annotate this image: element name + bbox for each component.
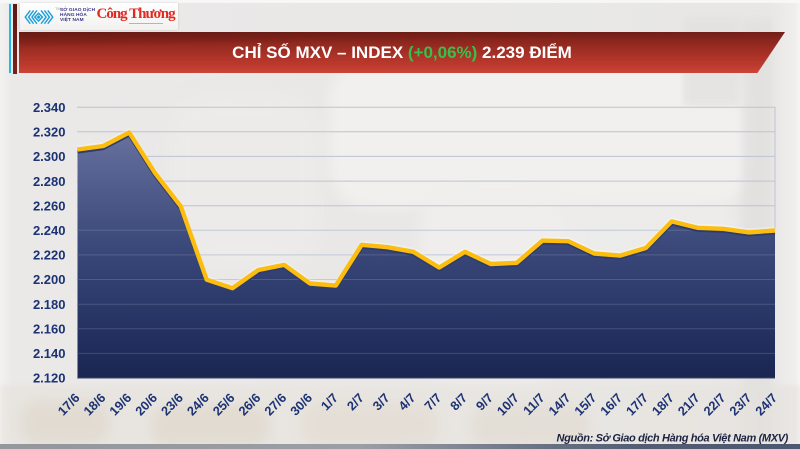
svg-text:2.240: 2.240 [33, 223, 66, 238]
svg-text:21/7: 21/7 [675, 390, 703, 418]
svg-text:2.220: 2.220 [33, 248, 66, 263]
svg-text:23/7: 23/7 [726, 390, 754, 418]
svg-text:7/7: 7/7 [421, 390, 444, 413]
svg-text:17/6: 17/6 [55, 390, 83, 418]
svg-text:30/6: 30/6 [287, 390, 315, 418]
svg-text:2/7: 2/7 [344, 390, 367, 413]
svg-text:20/6: 20/6 [132, 390, 160, 418]
svg-text:2.340: 2.340 [33, 100, 66, 115]
svg-text:8/7: 8/7 [447, 390, 470, 413]
svg-text:16/7: 16/7 [597, 390, 625, 418]
svg-text:2.160: 2.160 [33, 322, 66, 337]
svg-text:27/6: 27/6 [261, 390, 289, 418]
svg-text:2.260: 2.260 [33, 198, 66, 213]
svg-text:9/7: 9/7 [473, 390, 496, 413]
svg-text:2.180: 2.180 [33, 297, 66, 312]
svg-text:10/7: 10/7 [494, 390, 522, 418]
svg-text:22/7: 22/7 [700, 390, 728, 418]
svg-text:2.140: 2.140 [33, 346, 66, 361]
svg-text:1/7: 1/7 [318, 390, 341, 413]
svg-text:23/6: 23/6 [158, 390, 186, 418]
svg-text:2.120: 2.120 [33, 371, 66, 386]
svg-text:18/6: 18/6 [80, 390, 108, 418]
svg-text:24/7: 24/7 [752, 390, 780, 418]
svg-text:14/7: 14/7 [545, 390, 573, 418]
svg-text:3/7: 3/7 [370, 390, 393, 413]
svg-text:2.200: 2.200 [33, 272, 66, 287]
svg-text:25/6: 25/6 [210, 390, 238, 418]
svg-text:24/6: 24/6 [184, 390, 212, 418]
svg-text:19/6: 19/6 [106, 390, 134, 418]
svg-text:Nguồn: Sở Giao dịch Hàng hóa V: Nguồn: Sở Giao dịch Hàng hóa Việt Nam (M… [557, 433, 789, 445]
svg-text:17/7: 17/7 [623, 390, 651, 418]
svg-text:2.320: 2.320 [33, 125, 66, 140]
svg-text:11/7: 11/7 [520, 390, 548, 418]
svg-text:4/7: 4/7 [395, 390, 418, 413]
svg-text:2.280: 2.280 [33, 174, 66, 189]
svg-text:15/7: 15/7 [571, 390, 599, 418]
svg-text:2.300: 2.300 [33, 149, 66, 164]
svg-text:18/7: 18/7 [649, 390, 677, 418]
svg-text:26/6: 26/6 [235, 390, 263, 418]
